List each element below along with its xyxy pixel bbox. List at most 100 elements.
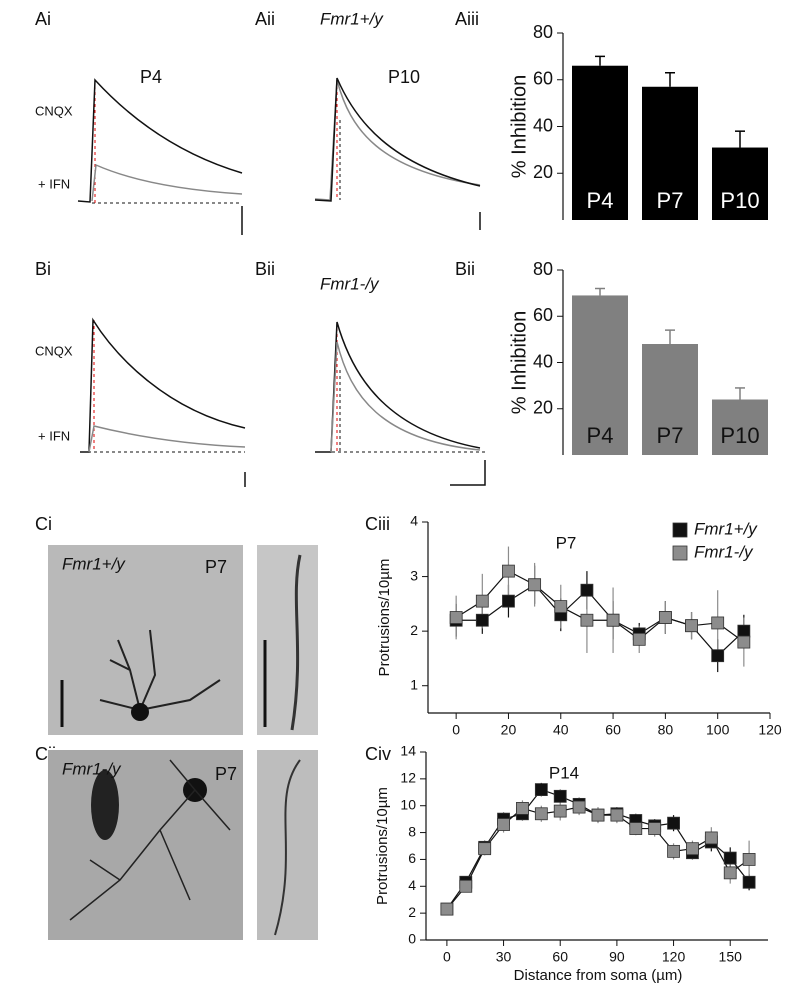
y-tick-label: 4: [410, 513, 418, 529]
x-tick-label: 40: [553, 722, 569, 738]
panel-label: Bi: [35, 259, 51, 279]
micrograph: [48, 750, 318, 940]
legend-label: Fmr1-/y: [694, 542, 754, 561]
marker: [686, 842, 699, 856]
traces: [315, 321, 486, 486]
y-axis-label: Protrusions/10µm: [374, 787, 391, 905]
traces: [77, 78, 243, 235]
panel-label: Ciii: [365, 514, 390, 534]
y-tick-label: 40: [533, 351, 553, 371]
panel-label: Civ: [365, 744, 391, 764]
trace-label: + IFN: [38, 176, 70, 191]
genotype-label: Fmr1-/y: [62, 759, 122, 778]
y-tick-label: 0: [408, 931, 416, 947]
x-tick-label: 120: [662, 949, 686, 965]
bar: [642, 86, 698, 220]
marker: [685, 619, 698, 633]
y-tick-label: 80: [533, 259, 553, 279]
trace-label: CNQX: [35, 343, 73, 358]
marker: [475, 613, 489, 627]
trace-label: CNQX: [35, 103, 73, 118]
marker: [723, 866, 737, 880]
condition-label: P10: [388, 67, 420, 87]
y-tick-label: 8: [408, 823, 416, 839]
marker: [591, 808, 605, 822]
y-axis-label: % Inhibition: [508, 75, 530, 178]
x-tick-label: 20: [501, 722, 517, 738]
marker: [459, 879, 473, 893]
marker: [554, 600, 568, 613]
marker: [497, 818, 510, 831]
bar: [572, 295, 628, 455]
y-axis-label: % Inhibition: [508, 311, 530, 414]
genotype-label: Fmr1+/y: [320, 9, 384, 28]
y-tick-label: 60: [533, 305, 553, 325]
marker: [610, 808, 624, 822]
y-tick-label: 2: [408, 904, 416, 920]
x-tick-label: 30: [496, 949, 512, 965]
x-tick-label: 60: [605, 722, 621, 738]
y-tick-label: 1: [410, 676, 418, 692]
marker: [711, 649, 725, 663]
bar: [712, 399, 768, 455]
y-tick-label: 3: [410, 567, 418, 583]
marker: [737, 635, 751, 649]
marker: [534, 783, 548, 796]
genotype-label: Fmr1+/y: [62, 554, 126, 573]
y-tick-label: 12: [400, 770, 416, 786]
x-tick-label: 100: [706, 722, 730, 738]
marker: [528, 578, 542, 592]
marker: [629, 822, 643, 835]
x-tick-label: 150: [719, 949, 743, 965]
x-tick-label: 0: [452, 722, 460, 738]
bar-label: P10: [720, 188, 759, 213]
y-tick-label: 6: [408, 850, 416, 866]
y-tick-label: 2: [410, 622, 418, 638]
marker: [553, 789, 567, 803]
x-tick-label: 90: [609, 949, 625, 965]
bar: [642, 344, 698, 455]
marker: [648, 822, 662, 835]
x-tick-label: 0: [443, 949, 451, 965]
legend-swatch: [672, 522, 688, 538]
bar-label: P4: [587, 423, 614, 448]
y-tick-label: 14: [400, 743, 416, 759]
micrograph: [48, 545, 318, 735]
marker: [440, 902, 454, 916]
traces: [80, 317, 246, 487]
bar-label: P4: [587, 188, 614, 213]
bar: [712, 147, 768, 220]
legend-swatch: [672, 545, 688, 561]
marker: [658, 611, 672, 624]
marker: [534, 807, 548, 821]
chart-title: P7: [556, 533, 577, 552]
y-tick-label: 80: [533, 22, 553, 42]
marker: [580, 583, 594, 597]
panel-label: Ci: [35, 514, 52, 534]
x-tick-label: 120: [758, 722, 782, 738]
series-line: [455, 570, 745, 643]
genotype-label: Fmr1-/y: [320, 274, 380, 293]
x-axis-label: Distance from soma (µm): [514, 967, 683, 984]
marker: [667, 844, 680, 858]
marker: [742, 875, 756, 889]
marker: [572, 800, 586, 814]
panel-label: Bii: [455, 259, 475, 279]
legend-label: Fmr1+/y: [694, 519, 758, 538]
marker: [516, 802, 529, 815]
marker: [478, 842, 492, 856]
marker: [502, 594, 515, 608]
marker: [553, 804, 567, 818]
marker: [502, 564, 515, 578]
marker: [723, 851, 737, 865]
marker: [580, 613, 594, 627]
y-tick-label: 20: [533, 398, 553, 418]
y-tick-label: 40: [533, 115, 553, 135]
bar-label: P7: [657, 188, 684, 213]
bar-label: P7: [657, 423, 684, 448]
y-tick-label: 20: [533, 162, 553, 182]
marker: [704, 831, 718, 845]
chart-title: P14: [549, 763, 579, 782]
y-tick-label: 10: [400, 796, 416, 812]
